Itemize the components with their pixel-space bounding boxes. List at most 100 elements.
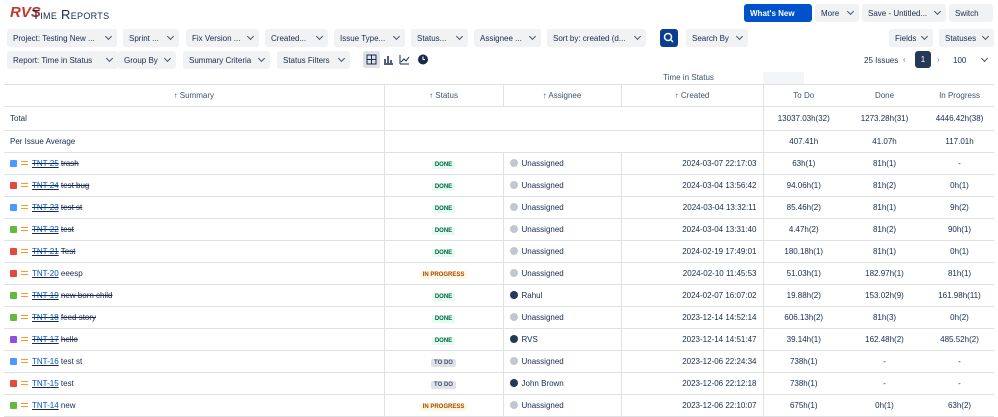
column-header[interactable]: ↑ Status: [384, 83, 504, 107]
column-title: Summary: [179, 90, 214, 100]
time-cell: 9h(2): [925, 196, 995, 219]
time-cell: 738h(1): [763, 350, 844, 373]
issue-key[interactable]: TNT-17: [32, 334, 59, 344]
avatar: [509, 247, 518, 256]
assignee-cell: Unassigned: [503, 152, 622, 175]
time-cell: 85.46h(2): [763, 196, 844, 219]
issue-key[interactable]: TNT-18: [32, 312, 59, 322]
priority-icon: [21, 271, 28, 276]
time-cell: 738h(1): [763, 372, 844, 395]
assignee-cell: RVS: [503, 328, 622, 351]
column-title: Status: [435, 90, 458, 100]
button-label: Save - Untitled...: [868, 8, 928, 18]
summary-cell: TNT-18 feed story: [4, 306, 385, 329]
column-header[interactable]: ↑ Summary: [4, 83, 385, 107]
issue-key[interactable]: TNT-16: [32, 356, 59, 366]
assignee-name: Unassigned: [521, 180, 564, 190]
button[interactable]: Search By: [686, 29, 748, 47]
search-button[interactable]: [660, 29, 678, 47]
button[interactable]: More: [815, 4, 859, 22]
total-label: Total: [4, 106, 385, 131]
priority-icon: [21, 183, 28, 188]
assignee-name: Unassigned: [521, 158, 564, 168]
button[interactable]: What's New: [744, 4, 812, 22]
priority-icon: [21, 381, 28, 386]
time-cell: 162.48h(2): [844, 328, 925, 351]
assignee-name: Unassigned: [521, 312, 564, 322]
column-header[interactable]: ↑ Created: [621, 83, 764, 107]
created-cell: 2024-02-10 11:45:53: [621, 262, 764, 285]
button[interactable]: Fix Version ...: [186, 29, 259, 47]
button[interactable]: Save - Untitled...: [862, 4, 946, 22]
button[interactable]: Statuses: [939, 29, 994, 47]
time-cell: 81h(1): [925, 262, 995, 285]
button[interactable]: Summary Criteria: [183, 51, 270, 69]
button[interactable]: Issue Type...: [334, 29, 405, 47]
button[interactable]: Switch to: [949, 4, 993, 22]
button[interactable]: 100: [947, 51, 993, 69]
summary-cell: TNT-20 eeesp: [4, 262, 385, 285]
summary-cell: TNT-25 trash: [4, 152, 385, 175]
button[interactable]: Fields: [889, 29, 933, 47]
status-cell: DONE: [384, 306, 504, 329]
issue-type-icon: [10, 181, 17, 189]
button[interactable]: Status Filters: [277, 51, 350, 69]
avatar: [509, 357, 518, 366]
group-header-row: Time in Status: [4, 72, 995, 85]
button-label: Summary Criteria: [189, 55, 252, 65]
button-label: Statuses: [945, 33, 977, 43]
issue-key[interactable]: TNT-25: [32, 158, 59, 168]
assignee-cell: Unassigned: [503, 174, 622, 197]
button[interactable]: Sprint ...: [123, 29, 179, 47]
summary-cell: TNT-19 new born child: [4, 284, 385, 307]
issue-key[interactable]: TNT-20: [32, 268, 59, 278]
created-cell: 2023-12-14 14:52:14: [621, 306, 764, 329]
button[interactable]: Created...: [265, 29, 328, 47]
status-lozenge: DONE: [431, 336, 456, 345]
total-row: Total 13037.03h(32) 1273.28h(31) 4446.42h(3…: [4, 106, 995, 131]
issue-summary: test st: [60, 202, 83, 212]
page-current[interactable]: 1: [915, 51, 931, 68]
issue-summary: hello: [60, 334, 78, 344]
issue-key[interactable]: TNT-24: [32, 180, 59, 190]
time-cell: 94.06h(1): [763, 174, 844, 197]
issue-key[interactable]: TNT-19: [32, 290, 59, 300]
status-cell: IN PROGRESS: [384, 262, 504, 285]
page-prev[interactable]: ‹: [903, 55, 906, 64]
column-header[interactable]: ↑ Assignee: [503, 83, 622, 107]
issue-row: TNT-14 new IN PROGRESS Unassigned 2023-12-0…: [4, 394, 995, 417]
issue-key[interactable]: TNT-22: [32, 224, 59, 234]
priority-icon: [21, 293, 28, 298]
avatar: [509, 291, 518, 300]
logo: RVS: [10, 4, 41, 21]
issue-type-icon: [10, 203, 17, 211]
column-title: In Progress: [939, 90, 980, 100]
time-cell: -: [925, 372, 995, 395]
page-next[interactable]: ›: [937, 55, 940, 64]
assignee-name: Unassigned: [521, 268, 564, 278]
column-header: Done: [844, 83, 925, 107]
button[interactable]: Status...: [411, 29, 468, 47]
time-cell: 81h(2): [844, 218, 925, 241]
assignee-name: RVS: [521, 334, 538, 344]
issue-key[interactable]: TNT-15: [32, 378, 59, 388]
issue-key[interactable]: TNT-23: [32, 202, 59, 212]
button[interactable]: Assignee ...: [474, 29, 541, 47]
avatar: [509, 401, 518, 410]
button[interactable]: Sort by: created (d...: [547, 29, 646, 47]
button[interactable]: Group By: [118, 51, 176, 69]
assignee-name: Rahul: [521, 290, 543, 300]
issue-type-icon: [10, 357, 17, 365]
issue-key[interactable]: TNT-14: [32, 400, 59, 410]
button[interactable]: Project: Testing New ...: [7, 29, 117, 47]
button[interactable]: Report: Time in Status: [7, 51, 118, 69]
issue-summary: eeesp: [60, 268, 83, 278]
blank: [384, 130, 764, 153]
assignee-cell: Unassigned: [503, 196, 622, 219]
button-label: Fix Version ...: [192, 33, 241, 43]
issue-key[interactable]: TNT-21: [32, 246, 59, 256]
issue-row: TNT-18 feed story DONE Unassigned 2023-12-1…: [4, 306, 995, 329]
summary-cell: TNT-21 Test: [4, 240, 385, 263]
total-value: 4446.42h(38): [925, 106, 995, 131]
assignee-cell: Unassigned: [503, 262, 622, 285]
